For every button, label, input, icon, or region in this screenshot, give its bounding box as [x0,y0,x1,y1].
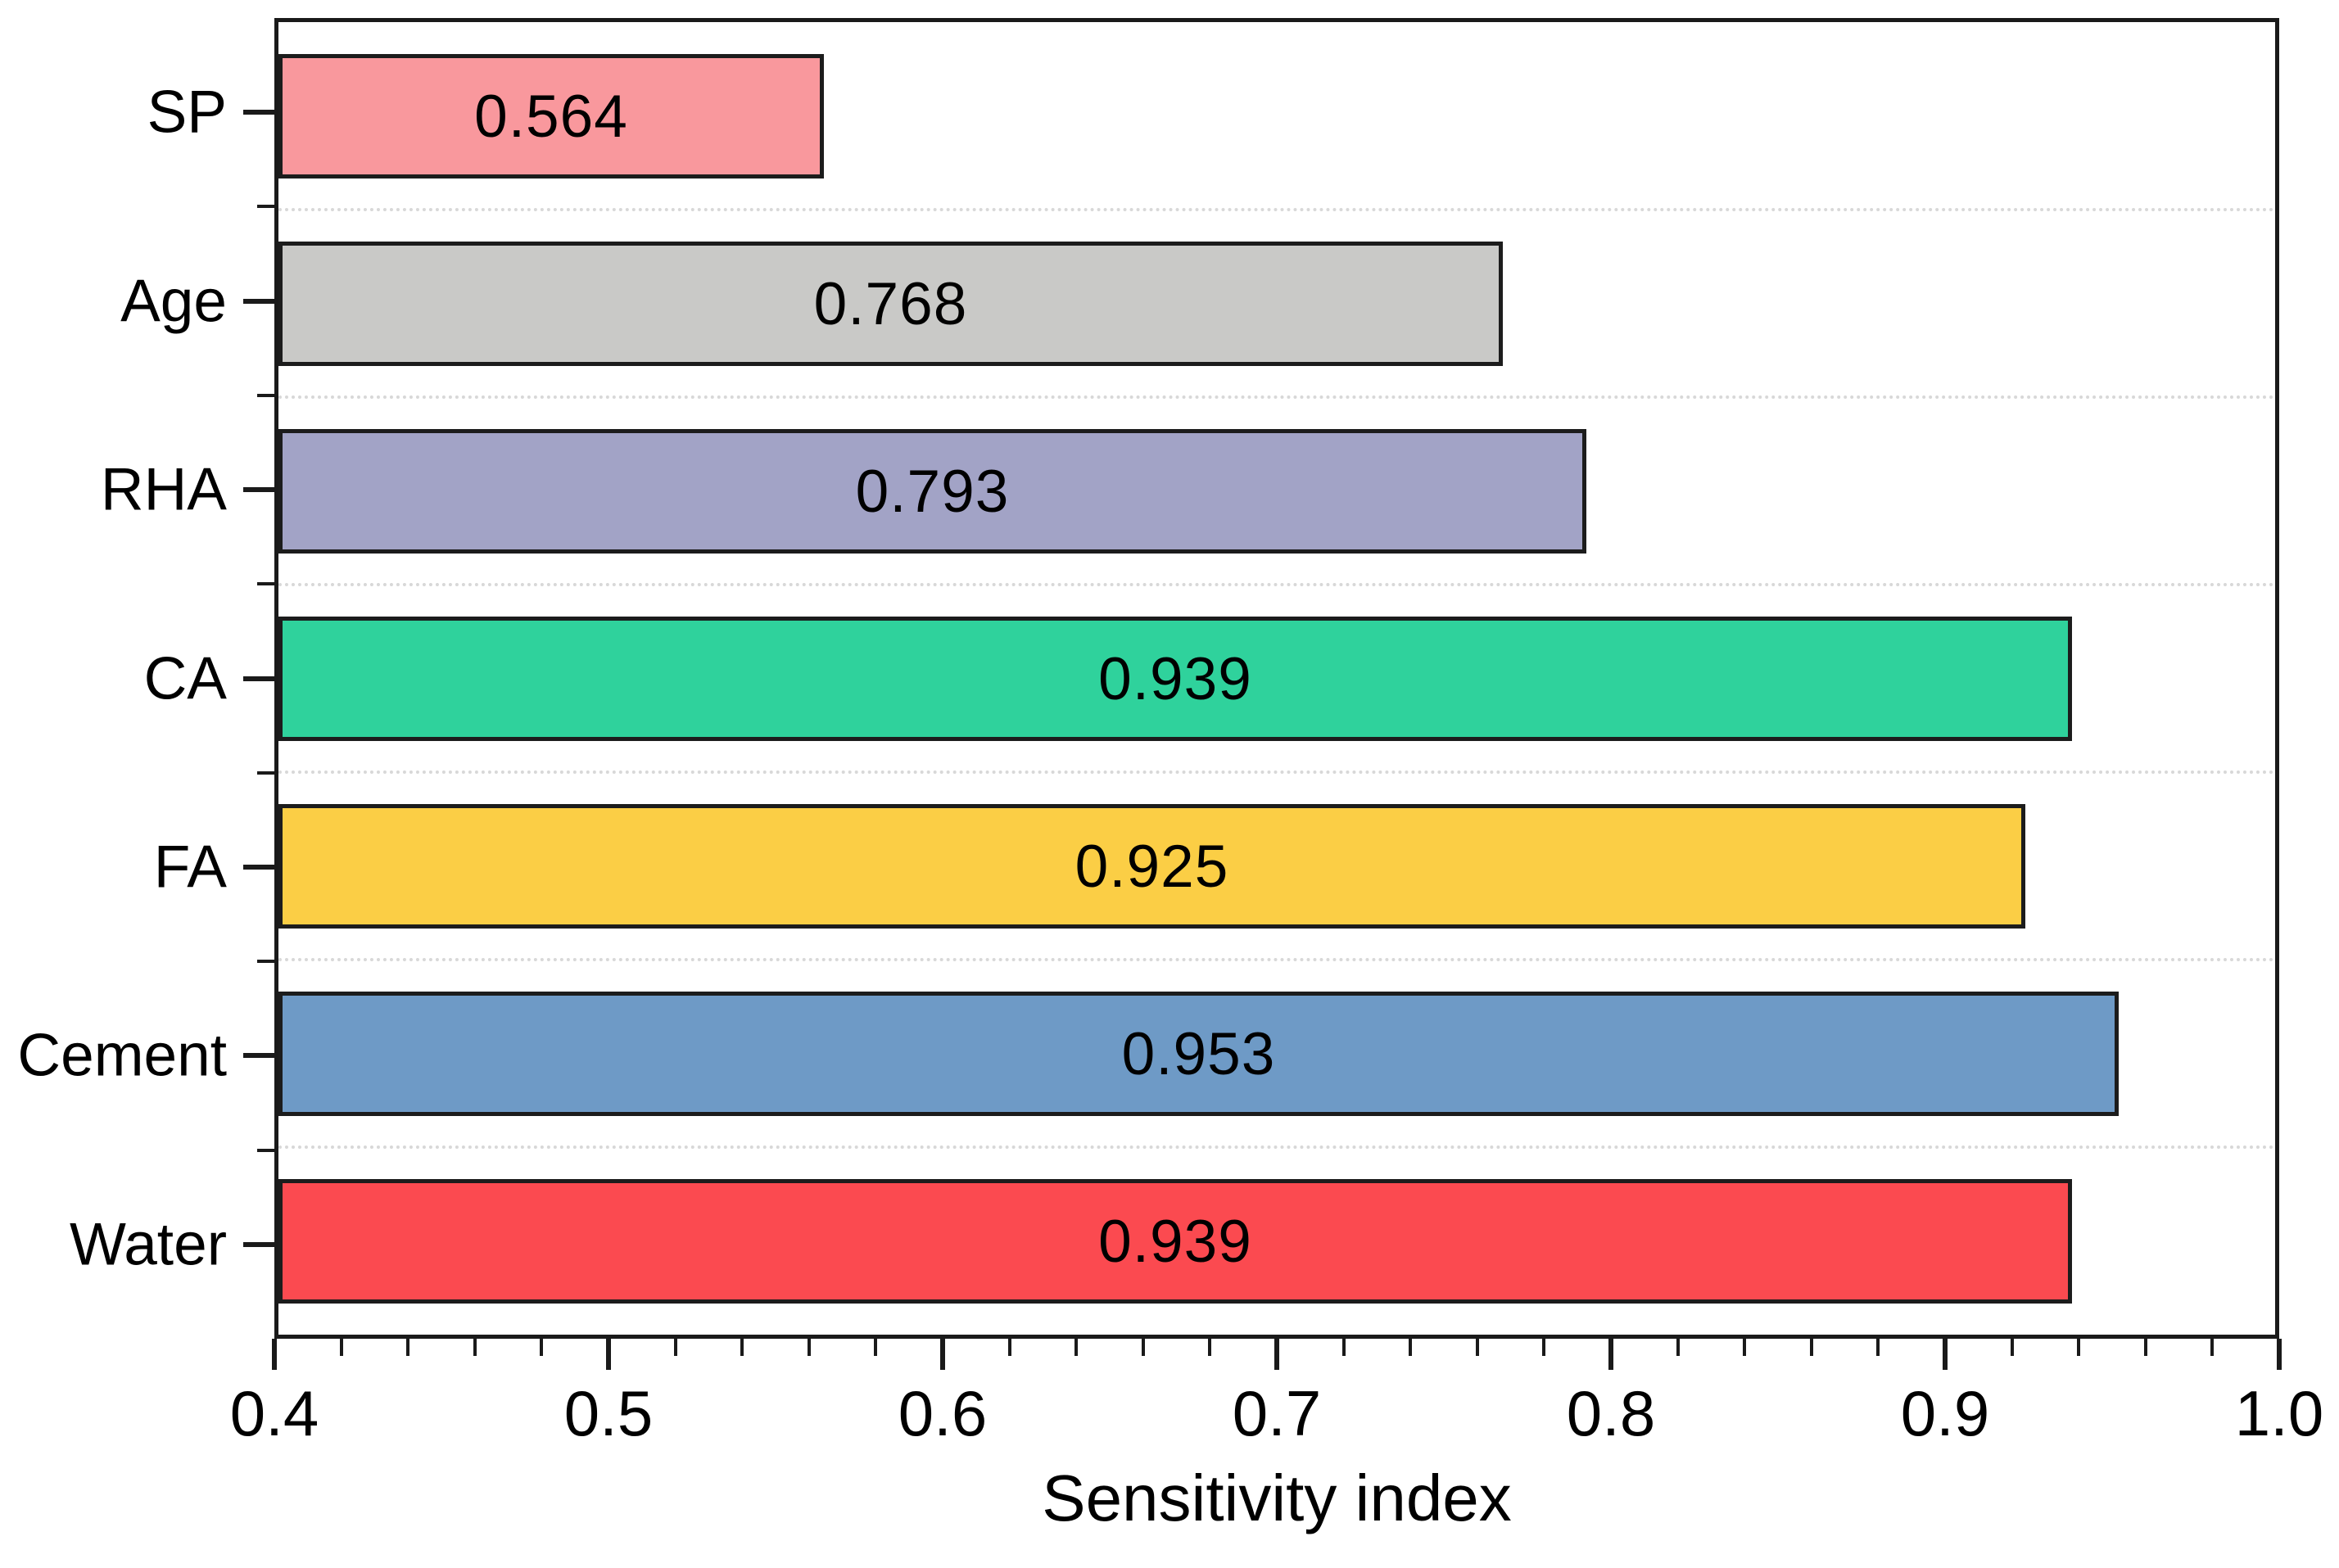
x-major-tick [1274,1339,1279,1370]
x-minor-tick [1743,1339,1746,1356]
y-major-tick [243,110,274,115]
x-minor-tick [1676,1339,1680,1356]
bar-cement: 0.953 [278,992,2119,1116]
x-minor-tick [406,1339,409,1356]
x-minor-tick [874,1339,877,1356]
x-minor-tick [2077,1339,2080,1356]
bar-value-label: 0.939 [1098,1208,1252,1275]
minor-gridline [278,208,2275,211]
x-tick-label: 0.9 [1900,1377,1990,1449]
category-label-rha: RHA [100,456,227,523]
y-minor-tick [257,771,274,775]
minor-gridline [278,395,2275,399]
bar-sp: 0.564 [278,54,824,178]
bar-value-label: 0.939 [1098,645,1252,712]
y-minor-tick [257,205,274,208]
x-minor-tick [674,1339,677,1356]
x-minor-tick [1142,1339,1145,1356]
x-minor-tick [740,1339,744,1356]
x-minor-tick [2011,1339,2014,1356]
category-label-ca: CA [143,645,227,712]
x-major-tick [1608,1339,1613,1370]
y-major-tick [243,1242,274,1247]
x-major-tick [272,1339,277,1370]
x-minor-tick [1342,1339,1346,1356]
minor-gridline [278,770,2275,774]
category-label-age: Age [120,268,227,335]
bar-fa: 0.925 [278,804,2025,929]
category-label-water: Water [70,1211,227,1278]
x-minor-tick [1876,1339,1880,1356]
x-minor-tick [1208,1339,1211,1356]
bar-rha: 0.793 [278,429,1586,554]
x-minor-tick [1409,1339,1412,1356]
bar-age: 0.768 [278,242,1503,366]
x-tick-label: 0.5 [563,1377,654,1449]
category-label-cement: Cement [17,1022,227,1089]
x-tick-label: 0.6 [898,1377,988,1449]
y-minor-tick [257,960,274,963]
bar-value-label: 0.793 [855,458,1010,525]
x-minor-tick [340,1339,343,1356]
x-major-tick [606,1339,611,1370]
bar-value-label: 0.768 [813,270,968,337]
bar-layer: 0.564 0.768 0.793 0.939 0.925 0.953 0.939 [278,22,2275,1335]
y-major-tick [243,676,274,681]
y-major-tick [243,865,274,870]
x-minor-tick [2144,1339,2147,1356]
x-tick-label: 1.0 [2234,1377,2324,1449]
x-minor-tick [1008,1339,1011,1356]
category-label-fa: FA [153,834,227,901]
y-minor-tick [257,582,274,585]
y-major-tick [243,299,274,304]
x-major-tick [940,1339,945,1370]
x-minor-tick [473,1339,477,1356]
x-tick-label: 0.4 [229,1377,319,1449]
category-label-sp: SP [147,79,227,146]
x-minor-tick [1810,1339,1813,1356]
y-minor-tick [257,394,274,397]
x-minor-tick [540,1339,543,1356]
y-major-tick [243,1053,274,1058]
x-minor-tick [2210,1339,2214,1356]
x-tick-label: 0.7 [1232,1377,1322,1449]
minor-gridline [278,958,2275,961]
x-minor-tick [1074,1339,1078,1356]
bar-ca: 0.939 [278,617,2072,741]
y-major-tick [243,487,274,492]
x-tick-label: 0.8 [1566,1377,1656,1449]
x-axis-title: Sensitivity index [1042,1462,1512,1534]
x-minor-tick [1476,1339,1479,1356]
y-minor-tick [257,1149,274,1152]
x-major-tick [2277,1339,2282,1370]
x-minor-tick [1542,1339,1545,1356]
bar-value-label: 0.925 [1074,833,1229,900]
bar-water: 0.939 [278,1179,2072,1304]
gridline-layer [278,22,2275,1335]
minor-gridline [278,1145,2275,1149]
bar-value-label: 0.953 [1121,1020,1276,1087]
bar-value-label: 0.564 [474,83,628,150]
x-minor-tick [808,1339,811,1356]
minor-gridline [278,583,2275,586]
x-major-tick [1943,1339,1948,1370]
